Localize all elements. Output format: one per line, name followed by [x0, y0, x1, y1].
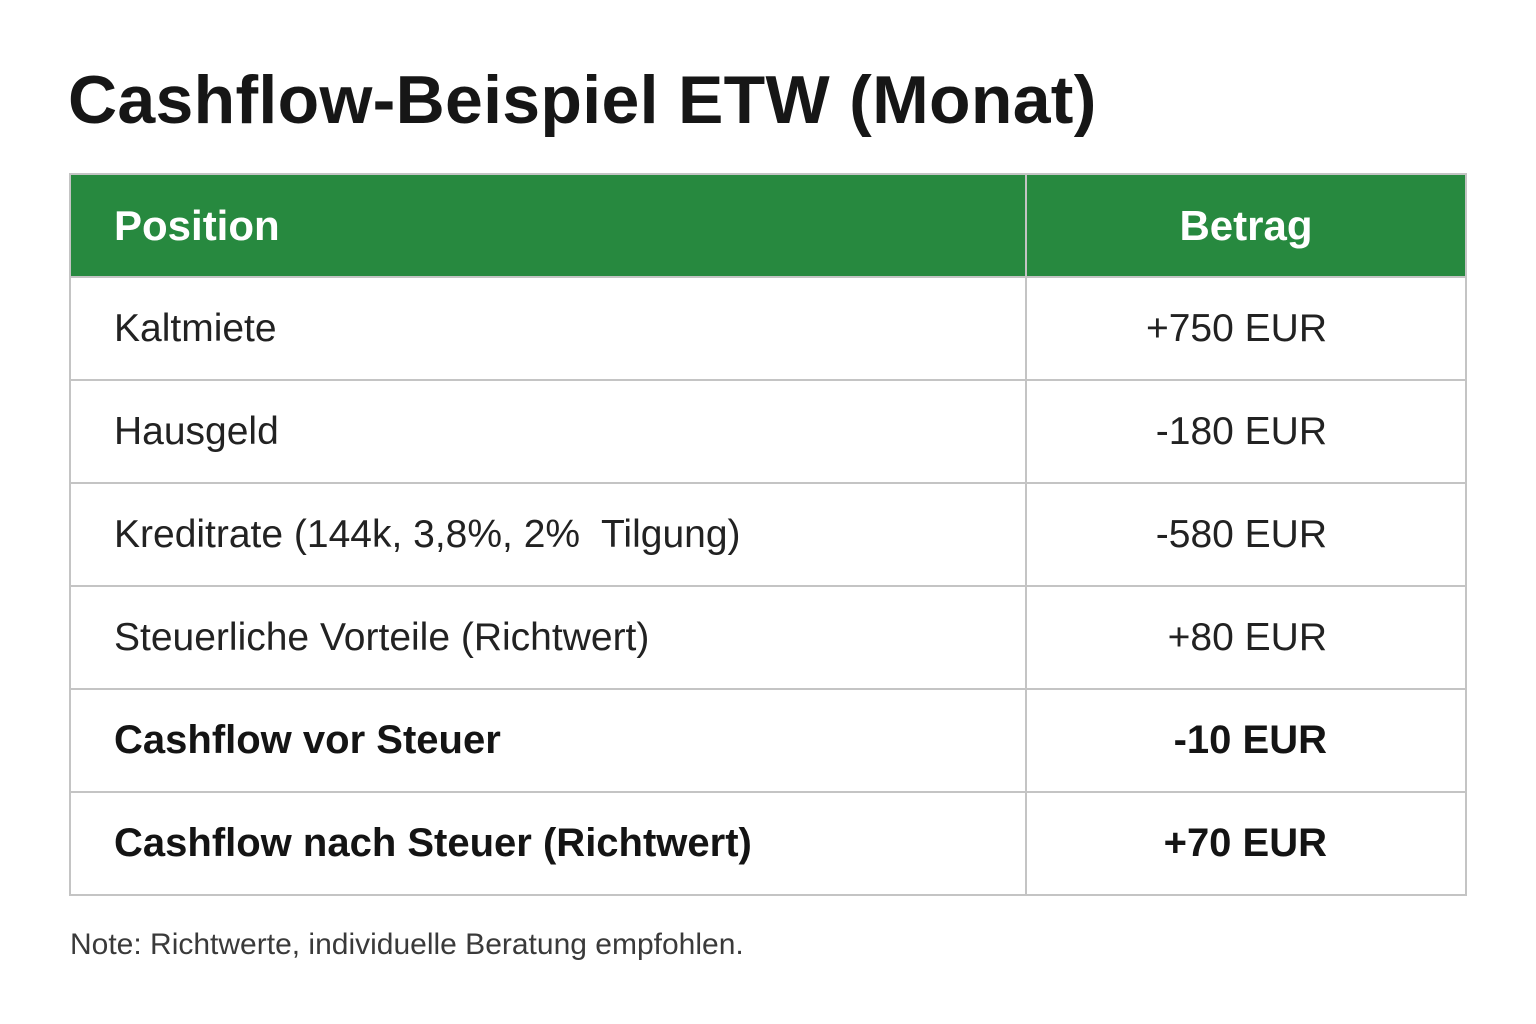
- table-body: Kaltmiete +750 EUR Hausgeld -180 EUR Kre…: [69, 276, 1467, 896]
- row-amount-cell: +80 EUR: [1025, 585, 1467, 690]
- row-position-cell: Kaltmiete: [69, 276, 1027, 381]
- page-title: Cashflow-Beispiel ETW (Monat): [68, 62, 1097, 138]
- row-position-cell: Steuerliche Vorteile (Richtwert): [69, 585, 1027, 690]
- table-row: Hausgeld -180 EUR: [69, 379, 1467, 484]
- table-row: Kreditrate (144k, 3,8%, 2% Tilgung) -580…: [69, 482, 1467, 587]
- row-position-cell: Hausgeld: [69, 379, 1027, 484]
- table-row: Kaltmiete +750 EUR: [69, 276, 1467, 381]
- row-amount-cell: -10 EUR: [1025, 688, 1467, 793]
- column-header-amount: Betrag: [1025, 173, 1467, 278]
- cashflow-table: Position Betrag Kaltmiete +750 EUR Hausg…: [69, 173, 1467, 896]
- row-amount-cell: +750 EUR: [1025, 276, 1467, 381]
- row-position-cell: Kreditrate (144k, 3,8%, 2% Tilgung): [69, 482, 1027, 587]
- table-header-row: Position Betrag: [69, 173, 1467, 278]
- table-row: Steuerliche Vorteile (Richtwert) +80 EUR: [69, 585, 1467, 690]
- table-row-total-before-tax: Cashflow vor Steuer -10 EUR: [69, 688, 1467, 793]
- row-amount-cell: -580 EUR: [1025, 482, 1467, 587]
- table-row-total-after-tax: Cashflow nach Steuer (Richtwert) +70 EUR: [69, 791, 1467, 896]
- table-header: Position Betrag: [69, 173, 1467, 278]
- row-position-cell: Cashflow vor Steuer: [69, 688, 1027, 793]
- column-header-position: Position: [69, 173, 1027, 278]
- row-position-cell: Cashflow nach Steuer (Richtwert): [69, 791, 1027, 896]
- row-amount-cell: -180 EUR: [1025, 379, 1467, 484]
- footnote: Note: Richtwerte, individuelle Beratung …: [70, 928, 744, 961]
- row-amount-cell: +70 EUR: [1025, 791, 1467, 896]
